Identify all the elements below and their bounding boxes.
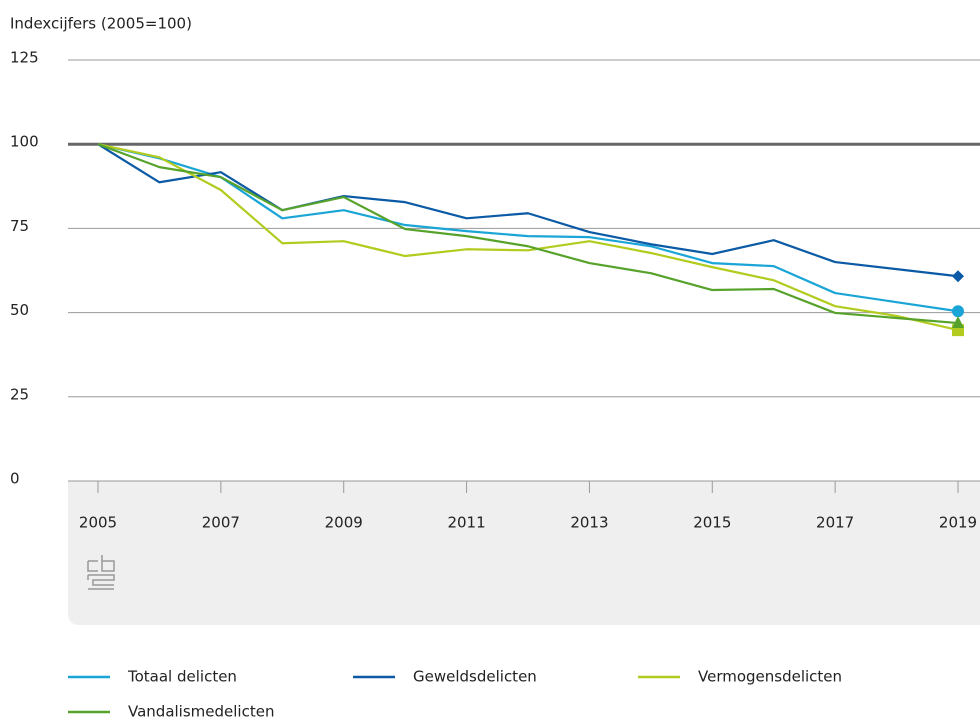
legend-label: Geweldsdelicten <box>413 668 537 686</box>
legend-label: Totaal delicten <box>127 668 237 686</box>
x-tick-label: 2015 <box>693 514 731 532</box>
x-tick-label: 2007 <box>202 514 240 532</box>
y-tick-label: 50 <box>10 301 29 319</box>
legend-label: Vandalismedelicten <box>128 703 274 720</box>
y-tick-label: 25 <box>10 385 29 403</box>
series-line <box>97 143 959 332</box>
x-tick-label: 2005 <box>79 514 117 532</box>
series-line <box>97 143 959 278</box>
series-line <box>97 143 959 325</box>
x-tick-label: 2019 <box>939 514 977 532</box>
series-line <box>97 143 959 313</box>
x-tick-label: 2009 <box>325 514 363 532</box>
end-marker <box>952 316 964 329</box>
y-tick-label: 100 <box>10 133 39 151</box>
y-tick-label: 0 <box>10 470 20 488</box>
logo <box>87 555 115 590</box>
legend-label: Vermogensdelicten <box>698 668 842 686</box>
x-tick-label: 2011 <box>447 514 485 532</box>
end-marker <box>952 305 964 318</box>
y-tick-label: 75 <box>10 217 29 235</box>
y-axis-label: Indexcijfers (2005=100) <box>10 15 192 33</box>
y-tick-label: 125 <box>10 49 39 67</box>
x-axis-panel <box>68 481 980 625</box>
x-tick-label: 2017 <box>816 514 854 532</box>
x-tick-label: 2013 <box>570 514 608 532</box>
end-marker <box>952 270 964 283</box>
